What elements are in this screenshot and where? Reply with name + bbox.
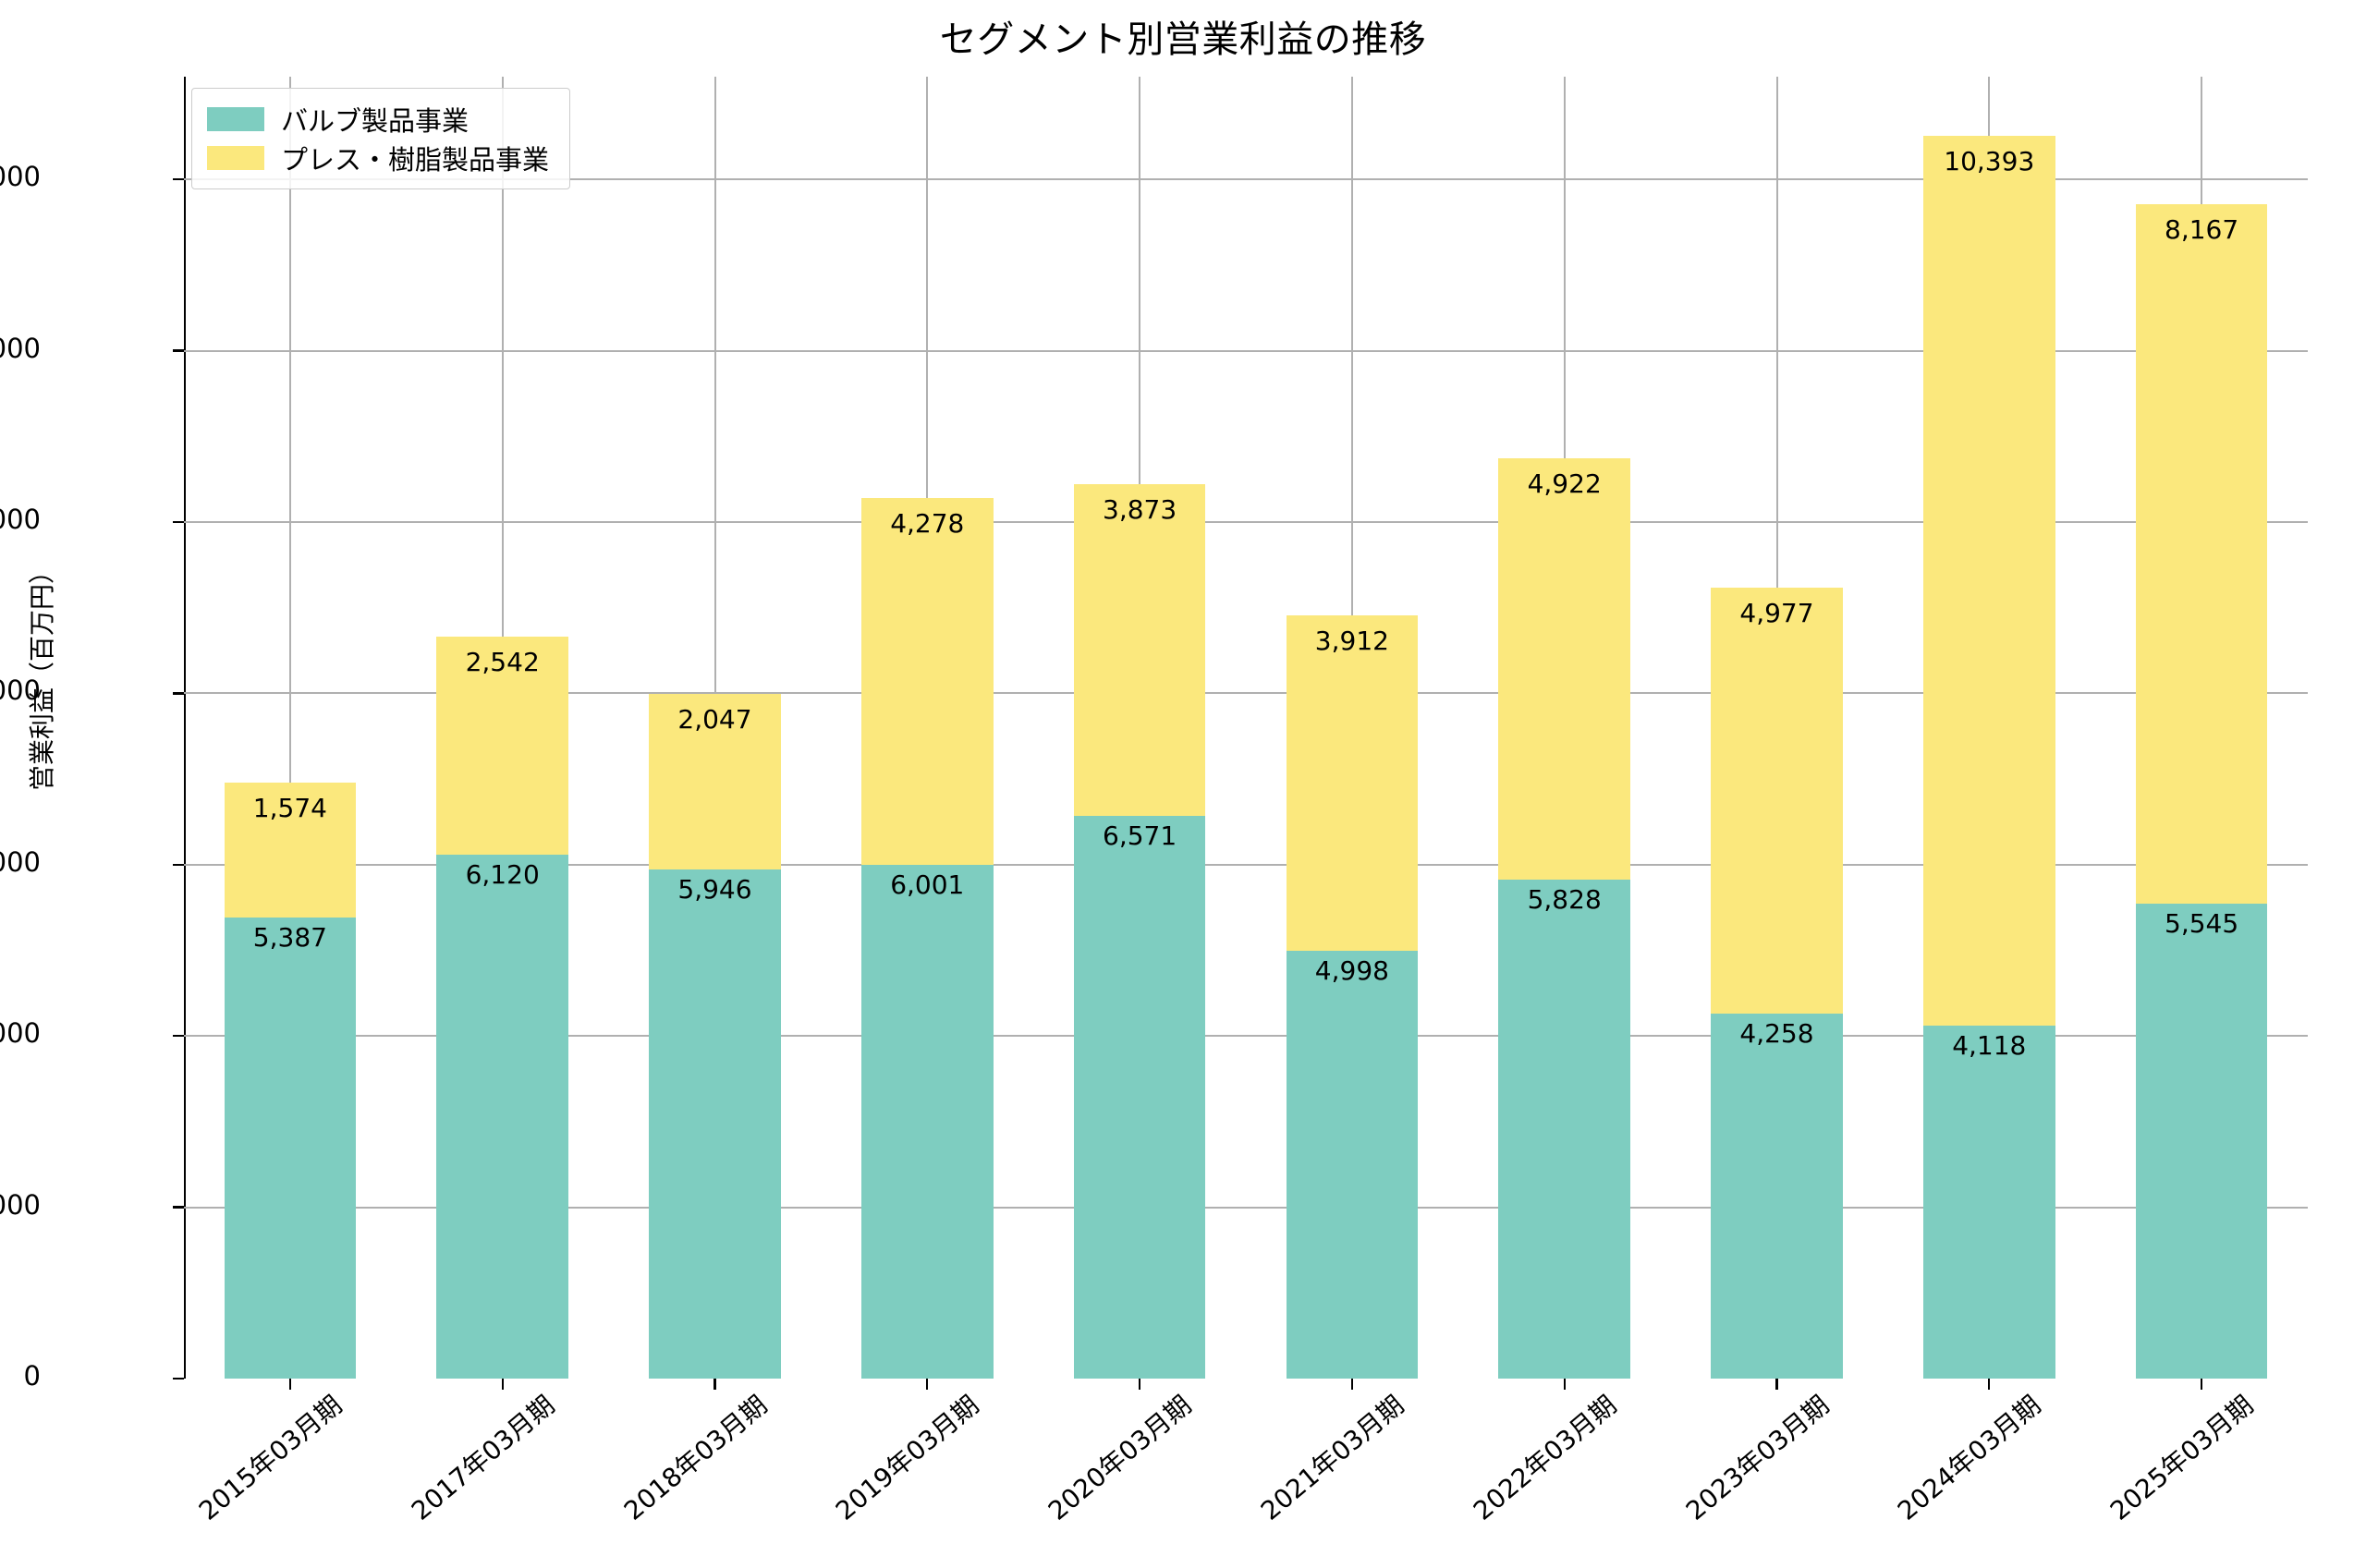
legend-label: バルブ製品事業 <box>281 105 470 137</box>
legend-label: プレス・樹脂製品事業 <box>281 144 550 176</box>
bar-segment-press[interactable] <box>1498 457 1630 880</box>
bar-segment-press[interactable] <box>1286 615 1419 951</box>
x-tick-label: 2020年03月期 <box>1043 1389 1198 1526</box>
legend-item[interactable]: バルブ製品事業 <box>207 100 549 139</box>
gridline-horizontal <box>184 692 2308 695</box>
bar-segment-press[interactable] <box>1073 483 1206 816</box>
gridline-horizontal <box>184 1035 2308 1038</box>
bar-segment-valve[interactable] <box>861 864 994 1379</box>
gridline-horizontal <box>184 1206 2308 1209</box>
x-tick-label: 2024年03月期 <box>1892 1389 2047 1526</box>
x-tick-mark <box>1988 1379 1991 1390</box>
bar-group[interactable]: 5,946 2,047 <box>649 77 781 1379</box>
bar-segment-press[interactable] <box>1923 135 2055 1027</box>
bar-segment-valve[interactable] <box>1286 950 1419 1379</box>
bar-segment-valve[interactable] <box>1498 879 1630 1379</box>
bar-group[interactable]: 6,001 4,278 <box>861 77 994 1379</box>
y-tick-label: 2,000 <box>0 1188 41 1221</box>
x-tick-mark <box>288 1379 292 1390</box>
y-tick-label: 4,000 <box>0 1017 41 1050</box>
x-tick-mark <box>2200 1379 2203 1390</box>
legend-swatch-icon <box>207 107 264 131</box>
gridline-horizontal <box>184 863 2308 866</box>
bar-group[interactable]: 4,258 4,977 <box>1711 77 1843 1379</box>
bar-segment-valve[interactable] <box>1711 1014 1843 1379</box>
x-tick-label: 2015年03月期 <box>192 1389 348 1526</box>
x-tick-mark <box>1563 1379 1566 1390</box>
bar-segment-press[interactable] <box>861 498 994 865</box>
bar-segment-press[interactable] <box>224 782 357 918</box>
y-tick-mark <box>173 178 184 181</box>
bar-group[interactable]: 5,545 8,167 <box>2135 77 2268 1379</box>
y-tick-mark <box>173 1035 184 1038</box>
bar-segment-press[interactable] <box>436 637 568 855</box>
x-tick-mark <box>713 1379 716 1390</box>
gridline-horizontal <box>184 521 2308 524</box>
y-tick-mark <box>173 520 184 524</box>
bar-segment-valve[interactable] <box>436 854 568 1379</box>
x-tick-label: 2023年03月期 <box>1679 1389 1835 1526</box>
x-tick-mark <box>1138 1379 1141 1390</box>
y-tick-label: 14,000 <box>0 161 41 193</box>
y-axis-line <box>184 77 187 1379</box>
bar-group[interactable]: 5,387 1,574 <box>224 77 357 1379</box>
y-tick-label: 6,000 <box>0 845 41 878</box>
bar-group[interactable]: 5,828 4,922 <box>1498 77 1630 1379</box>
bar-group[interactable]: 6,120 2,542 <box>436 77 568 1379</box>
y-tick-mark <box>173 1206 184 1209</box>
bar-group[interactable]: 6,571 3,873 <box>1073 77 1206 1379</box>
legend-swatch-icon <box>207 146 264 170</box>
bar-segment-valve[interactable] <box>1073 815 1206 1379</box>
y-tick-label: 8,000 <box>0 675 41 707</box>
gridline-horizontal <box>184 349 2308 352</box>
bar-group[interactable]: 4,998 3,912 <box>1286 77 1419 1379</box>
x-tick-mark <box>501 1379 504 1390</box>
y-tick-label: 12,000 <box>0 332 41 364</box>
plot-area: 5,387 1,574 6,120 2,542 5,946 2,047 6,001 4,278… <box>173 77 2308 1380</box>
x-tick-label: 2025年03月期 <box>2104 1389 2260 1526</box>
x-tick-mark <box>926 1379 929 1390</box>
bar-segment-valve[interactable] <box>224 917 357 1379</box>
y-tick-mark <box>173 692 184 695</box>
gridline-vertical <box>288 77 291 1379</box>
y-tick-label: 10,000 <box>0 504 41 536</box>
chart-legend: バルブ製品事業プレス・樹脂製品事業 <box>191 88 571 189</box>
x-tick-label: 2021年03月期 <box>1254 1389 1410 1526</box>
bar-group[interactable]: 4,118 10,393 <box>1923 77 2055 1379</box>
x-tick-label: 2022年03月期 <box>1467 1389 1623 1526</box>
bar-segment-press[interactable] <box>649 694 781 869</box>
x-tick-label: 2018年03月期 <box>617 1389 773 1526</box>
y-tick-mark <box>173 863 184 866</box>
y-tick-label: 0 <box>23 1360 41 1392</box>
bar-segment-press[interactable] <box>1711 587 1843 1015</box>
bar-segment-press[interactable] <box>2135 203 2268 904</box>
y-tick-mark <box>173 349 184 352</box>
x-tick-label: 2019年03月期 <box>830 1389 985 1526</box>
bar-segment-valve[interactable] <box>2135 904 2268 1379</box>
bar-segment-valve[interactable] <box>649 869 781 1379</box>
gridline-horizontal <box>184 178 2308 181</box>
y-tick-mark <box>173 1377 184 1380</box>
legend-item[interactable]: プレス・樹脂製品事業 <box>207 139 549 177</box>
chart-title: セグメント別営業利益の推移 <box>939 18 1427 61</box>
x-tick-label: 2017年03月期 <box>405 1389 561 1526</box>
x-tick-mark <box>1350 1379 1354 1390</box>
x-tick-mark <box>1775 1379 1778 1390</box>
bar-segment-valve[interactable] <box>1923 1026 2055 1379</box>
